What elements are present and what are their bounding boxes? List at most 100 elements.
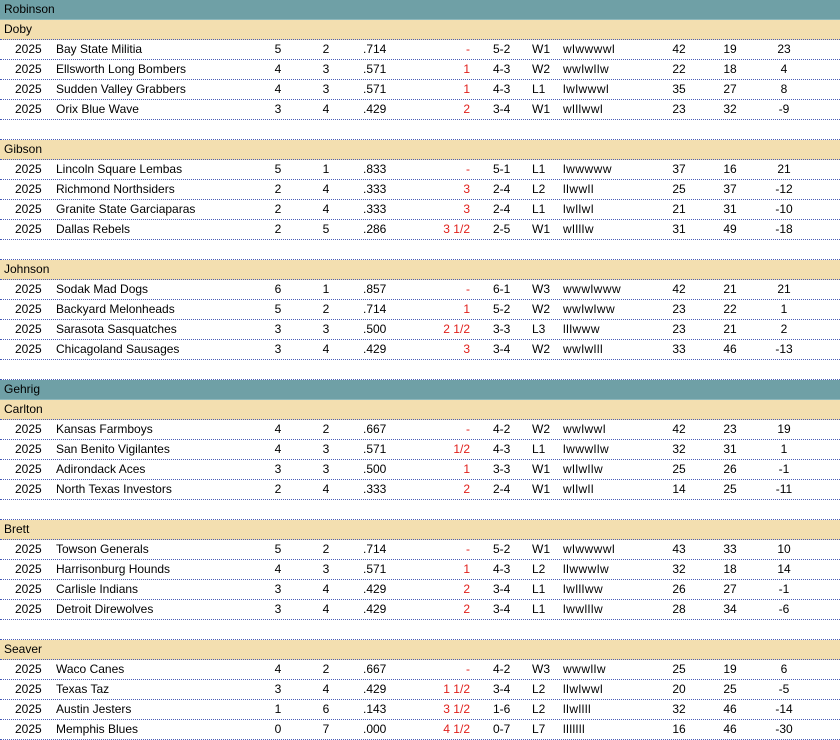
- streak-cell: L2: [532, 182, 546, 196]
- year-cell: 2025: [15, 282, 42, 296]
- run-diff-cell: 21: [777, 162, 791, 176]
- table-row[interactable]: 2025 Austin Jesters 1 6 .143 3 1/2 1-6 L2 llwlll…: [0, 700, 840, 720]
- wins-cell: 2: [274, 202, 282, 216]
- losses-cell: 4: [322, 682, 330, 696]
- table-row[interactable]: 2025 Harrisonburg Hounds 4 3 .571 1 4-3 L2 llwww…: [0, 560, 840, 580]
- table-row[interactable]: 2025 Texas Taz 3 4.429 1 1/2 3-4 L2 llwlwwl 20 25…: [0, 680, 840, 700]
- table-row[interactable]: 2025 Granite State Garciaparas 2 4 .333 3 2-4 L…: [0, 200, 840, 220]
- wins-cell: 5: [274, 162, 282, 176]
- table-row[interactable]: 2025 Adirondack Aces 3 3 .500 1 3-3 W1 wllwllw 25…: [0, 460, 840, 480]
- year-cell: 2025: [15, 342, 42, 356]
- year-cell: 2025: [15, 62, 42, 76]
- team-name: Bay State Militia: [56, 42, 143, 56]
- runs-for-cell: 21: [672, 202, 686, 216]
- recent-results-cell: wwwllw: [563, 662, 606, 676]
- pct-cell: .571: [363, 82, 387, 96]
- recent-results-cell: lwwwww: [563, 162, 612, 176]
- wins-cell: 1: [274, 702, 282, 716]
- table-row[interactable]: 2025 Sudden Valley Grabbers 4 3 .571 1 4-3 L1 lw…: [0, 80, 840, 100]
- team-name: Adirondack Aces: [56, 462, 146, 476]
- run-diff-cell: -6: [778, 602, 790, 616]
- pct-cell: .143: [363, 702, 387, 716]
- wins-cell: 5: [274, 542, 282, 556]
- wins-cell: 3: [274, 602, 282, 616]
- pct-cell: .333: [363, 482, 387, 496]
- table-row[interactable]: 2025 Backyard Melonheads 5 2 .714 1 5-2 W2 wwlwl…: [0, 300, 840, 320]
- table-row[interactable]: 2025 Lincoln Square Lembas 5 1 .833 - 5-1 L1 lww…: [0, 160, 840, 180]
- games-back-cell: 1/2: [453, 442, 470, 456]
- recent-results-cell: lwlllww: [563, 582, 604, 596]
- runs-against-cell: 19: [723, 42, 737, 56]
- record-cell: 5-2: [493, 42, 511, 56]
- run-diff-cell: 8: [780, 82, 788, 96]
- streak-cell: L7: [532, 722, 546, 736]
- games-back-cell: -: [466, 42, 470, 56]
- record-cell: 3-4: [493, 602, 511, 616]
- pct-cell: .857: [363, 282, 387, 296]
- wins-cell: 2: [274, 222, 282, 236]
- table-row[interactable]: 2025 San Benito Vigilantes 4 3 .571 1/2 4-3 L1 l…: [0, 440, 840, 460]
- runs-against-cell: 34: [723, 602, 737, 616]
- losses-cell: 3: [322, 562, 330, 576]
- run-diff-cell: -9: [778, 102, 790, 116]
- wins-cell: 3: [274, 102, 282, 116]
- year-cell: 2025: [15, 682, 42, 696]
- losses-cell: 4: [322, 602, 330, 616]
- losses-cell: 7: [322, 722, 330, 736]
- table-row[interactable]: 2025 Carlisle Indians 3 4 .429 2 3-4 L1 lwlllww 2…: [0, 580, 840, 600]
- streak-cell: L1: [532, 82, 546, 96]
- table-row[interactable]: 2025 Detroit Direwolves 3 4.429 2 3-4 L1 lwwlll…: [0, 600, 840, 620]
- record-cell: 3-4: [493, 342, 511, 356]
- losses-cell: 4: [322, 582, 330, 596]
- divider: [0, 240, 840, 260]
- recent-results-cell: lllllll: [563, 722, 586, 736]
- wins-cell: 0: [274, 722, 282, 736]
- games-back-cell: 2: [463, 582, 470, 596]
- table-row[interactable]: 2025 Sodak Mad Dogs 6 1 .857 - 6-1 W3 wwwlwww 42 2…: [0, 280, 840, 300]
- games-back-cell: -: [466, 542, 470, 556]
- record-cell: 1-6: [493, 702, 511, 716]
- losses-cell: 2: [322, 542, 330, 556]
- team-name: Ellsworth Long Bombers: [56, 62, 187, 76]
- record-cell: 0-7: [493, 722, 511, 736]
- table-row[interactable]: 2025 Orix Blue Wave 3 4 .429 2 3-4 W1 wlllwwl 23 3…: [0, 100, 840, 120]
- table-row[interactable]: 2025 Waco Canes 4 2 .667 - 4-2 W3 wwwllw 25 19 6: [0, 660, 840, 680]
- table-row[interactable]: 2025 Richmond Northsiders 2 4 .333 3 2-4 L2 llww…: [0, 180, 840, 200]
- runs-for-cell: 26: [672, 582, 686, 596]
- run-diff-cell: 21: [777, 282, 791, 296]
- games-back-cell: -: [466, 282, 470, 296]
- recent-results-cell: wwwlwww: [563, 282, 622, 296]
- table-row[interactable]: 2025 Ellsworth Long Bombers 4 3 .571 1 4-3 W2 ww…: [0, 60, 840, 80]
- wins-cell: 4: [274, 442, 282, 456]
- runs-against-cell: 49: [723, 222, 737, 236]
- table-row[interactable]: 2025 Memphis Blues 0 7 .000 4 1/2 0-7 L7 lllllll…: [0, 720, 840, 740]
- streak-cell: L1: [532, 602, 546, 616]
- run-diff-cell: -12: [775, 182, 793, 196]
- table-row[interactable]: 2025 Dallas Rebels 2 5 .286 3 1/2 2-5 W1 wllllw 3…: [0, 220, 840, 240]
- runs-against-cell: 23: [723, 422, 737, 436]
- games-back-cell: -: [466, 162, 470, 176]
- table-row[interactable]: 2025 Bay State Militia 5 2 .714 - 5-2 W1 wlwwwwl…: [0, 40, 840, 60]
- run-diff-cell: -1: [778, 582, 790, 596]
- pct-cell: .571: [363, 442, 387, 456]
- runs-for-cell: 28: [672, 602, 686, 616]
- table-row[interactable]: 2025 North Texas Investors 2 4 .333 2 2-4 W1 wll…: [0, 480, 840, 500]
- table-row[interactable]: 2025 Sarasota Sasquatches 3 3 .500 2 1/2 3-3 L3…: [0, 320, 840, 340]
- recent-results-cell: wwlwlll: [563, 342, 604, 356]
- table-row[interactable]: 2025 Kansas Farmboys 4 2.667-4-2 W2 wwlwwl 42 2…: [0, 420, 840, 440]
- table-row[interactable]: 2025 Towson Generals 5 2 .714 - 5-2 W1 wlwwwwl 43…: [0, 540, 840, 560]
- wins-cell: 3: [274, 682, 282, 696]
- year-cell: 2025: [15, 322, 42, 336]
- table-row[interactable]: 2025 Chicagoland Sausages 3 4 .429 3 3-4 W2 wwlw…: [0, 340, 840, 360]
- wins-cell: 3: [274, 462, 282, 476]
- runs-against-cell: 27: [723, 82, 737, 96]
- runs-against-cell: 18: [723, 62, 737, 76]
- team-name: Harrisonburg Hounds: [56, 562, 171, 576]
- run-diff-cell: 23: [777, 42, 791, 56]
- record-cell: 4-3: [493, 562, 511, 576]
- year-cell: 2025: [15, 222, 42, 236]
- team-name: Carlisle Indians: [56, 582, 139, 596]
- runs-against-cell: 46: [723, 342, 737, 356]
- games-back-cell: 3 1/2: [443, 702, 470, 716]
- runs-for-cell: 25: [672, 662, 686, 676]
